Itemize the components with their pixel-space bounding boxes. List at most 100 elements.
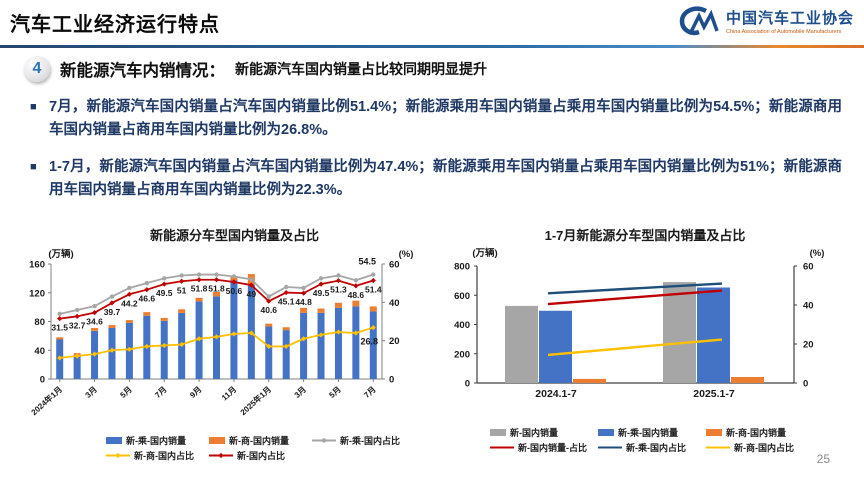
svg-text:2024年1月: 2024年1月 [29, 384, 64, 417]
svg-text:(%): (%) [399, 249, 414, 260]
legend-item: 新-商-国内占比 [106, 448, 209, 463]
svg-text:新能源分车型国内销量及占比: 新能源分车型国内销量及占比 [150, 228, 319, 243]
page-number: 25 [816, 452, 830, 466]
svg-text:46.6: 46.6 [139, 294, 156, 304]
legend-swatch-icon [598, 429, 614, 436]
svg-text:1-7月新能源分车型国内销量及占比: 1-7月新能源分车型国内销量及占比 [545, 228, 746, 243]
svg-text:34.6: 34.6 [86, 317, 103, 327]
bullet-text: 1-7月，新能源汽车国内销量占汽车国内销量比例为47.4%；新能源乘用车国内销量… [49, 158, 842, 199]
svg-text:51: 51 [177, 285, 187, 295]
legend-label: 新-乘-国内销量 [126, 436, 186, 446]
svg-text:31.5: 31.5 [51, 323, 68, 333]
svg-text:49.5: 49.5 [313, 288, 330, 298]
svg-text:40: 40 [389, 298, 400, 309]
svg-text:80: 80 [34, 317, 45, 328]
legend-swatch-icon [209, 452, 233, 459]
legend-swatch-icon [706, 446, 730, 449]
bullet-item: ■ 7月，新能源汽车国内销量占汽车国内销量比例51.4%；新能源乘用车国内销量占… [30, 96, 842, 143]
legend-item: 新-国内销量 [490, 425, 598, 440]
combo-chart: 新能源分车型国内销量及占比 (万辆) (%) 0 40 80 120 160 0 20 40 60 54… [29, 228, 414, 417]
section-heading: 新能源汽车内销情况： [60, 62, 225, 80]
svg-text:0: 0 [803, 379, 808, 390]
svg-text:49.5: 49.5 [156, 288, 173, 298]
header-divider [0, 45, 864, 48]
legend-label: 新-乘-国内占比 [340, 436, 400, 446]
section-subheading: 新能源汽车国内销量占比较同期明显提升 [235, 61, 487, 77]
svg-text:39.7: 39.7 [104, 307, 121, 317]
svg-text:2025.1-7: 2025.1-7 [693, 388, 735, 400]
legend-item: 新-乘-国内销量 [106, 433, 209, 448]
legend-swatch-icon [598, 446, 622, 449]
svg-text:2024.1-7: 2024.1-7 [535, 388, 577, 400]
svg-text:40: 40 [803, 301, 814, 312]
svg-text:800: 800 [454, 262, 470, 273]
svg-text:9月: 9月 [188, 385, 203, 400]
legend-item: 新-国内占比 [209, 448, 312, 463]
caam-logo: 中国汽车工业协会 China Association of Automobile… [678, 5, 854, 37]
svg-text:40: 40 [34, 346, 45, 357]
bullet-marker: ■ [30, 160, 37, 173]
legend-label: 新-乘-国内占比 [626, 443, 686, 453]
svg-text:7月: 7月 [362, 385, 377, 400]
caam-logo-icon [679, 6, 719, 36]
org-name-cn: 中国汽车工业协会 [725, 10, 854, 27]
chart-legend: 新-国内销量 新-乘-国内销量 新-商-国内销量新-国内销量-占比 新-乘-国内占比 新… [490, 425, 820, 455]
svg-text:45.1: 45.1 [278, 297, 295, 307]
svg-text:7月: 7月 [153, 385, 168, 400]
legend-swatch-icon [490, 429, 506, 436]
svg-text:400: 400 [454, 320, 470, 331]
svg-text:51.3: 51.3 [330, 285, 347, 295]
legend-item: 新-国内销量-占比 [490, 440, 598, 455]
legend-label: 新-商-国内销量 [726, 428, 786, 438]
svg-text:3月: 3月 [293, 385, 308, 400]
legend-swatch-icon [209, 437, 225, 444]
svg-text:54.5: 54.5 [359, 257, 377, 267]
legend-swatch-icon [312, 438, 336, 443]
svg-text:32.7: 32.7 [69, 320, 86, 330]
svg-text:51.8: 51.8 [191, 284, 208, 294]
svg-text:3月: 3月 [84, 385, 99, 400]
svg-text:160: 160 [29, 260, 45, 271]
svg-text:20: 20 [803, 340, 814, 351]
svg-text:(万辆): (万辆) [48, 248, 73, 260]
legend-swatch-icon [490, 446, 514, 449]
svg-text:(%): (%) [810, 248, 825, 259]
legend-item: 新-乘-国内占比 [598, 440, 706, 455]
legend-label: 新-商-国内占比 [134, 451, 194, 461]
org-name-en: China Association of Automobile Manufact… [725, 29, 842, 35]
svg-text:20: 20 [389, 336, 400, 347]
svg-text:600: 600 [454, 291, 470, 302]
legend-item: 新-商-国内占比 [706, 440, 814, 455]
chart-ytd-nev-sales-share: 1-7月新能源分车型国内销量及占比 (万辆) (%) 0 200 400 600 800 0 20… [432, 226, 862, 455]
svg-text:51.4: 51.4 [365, 284, 382, 294]
svg-text:40.6: 40.6 [260, 305, 277, 315]
legend-label: 新-国内销量 [510, 428, 558, 438]
svg-text:5月: 5月 [118, 385, 133, 400]
page-title: 汽车工业经济运行特点 [10, 14, 220, 36]
svg-text:0: 0 [465, 379, 470, 390]
grouped-chart: 1-7月新能源分车型国内销量及占比 (万辆) (%) 0 200 400 600 800 0 20… [454, 228, 825, 400]
svg-text:0: 0 [389, 375, 394, 386]
legend-label: 新-商-国内占比 [734, 443, 794, 453]
svg-text:2025年1月: 2025年1月 [238, 384, 273, 417]
legend-label: 新-商-国内销量 [229, 436, 289, 446]
svg-text:26.8: 26.8 [361, 337, 379, 347]
svg-text:200: 200 [454, 349, 470, 360]
svg-text:51.8: 51.8 [208, 284, 225, 294]
svg-text:0: 0 [40, 375, 45, 386]
section-header: 4 新能源汽车内销情况： 新能源汽车国内销量占比较同期明显提升 [24, 56, 487, 82]
legend-swatch-icon [706, 429, 722, 436]
legend-item: 新-乘-国内销量 [598, 425, 706, 440]
svg-text:44.2: 44.2 [121, 298, 138, 308]
svg-text:11月: 11月 [220, 385, 238, 403]
svg-text:60: 60 [389, 260, 400, 271]
svg-text:(万辆): (万辆) [472, 247, 497, 259]
svg-text:60: 60 [803, 262, 814, 273]
legend-item: 新-商-国内销量 [209, 433, 312, 448]
svg-text:49: 49 [247, 289, 257, 299]
legend-item: 新-商-国内销量 [706, 425, 814, 440]
legend-label: 新-国内占比 [237, 451, 285, 461]
svg-text:120: 120 [29, 288, 45, 299]
legend-item: 新-乘-国内占比 [312, 433, 415, 448]
